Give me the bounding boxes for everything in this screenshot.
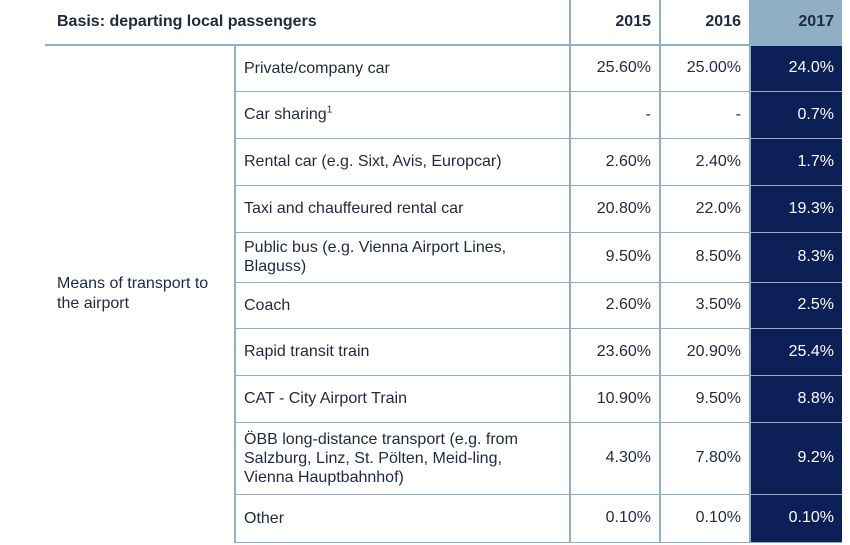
table-body: Means of transport to the airport Private…	[45, 45, 842, 543]
value-2016: -	[659, 91, 750, 139]
value-2017: 25.4%	[749, 328, 842, 376]
row-label: Private/company car	[234, 45, 570, 92]
value-2016: 20.90%	[659, 328, 750, 376]
row-label-text: Taxi and chauffeured rental car	[244, 200, 464, 217]
year-header-2015: 2015	[569, 0, 660, 46]
row-label: Coach	[234, 282, 570, 329]
value-2015: 23.60%	[569, 328, 660, 376]
row-label-text: Private/company car	[244, 59, 390, 77]
table-row: Means of transport to the airport Private…	[45, 45, 842, 312]
value-2017: 0.7%	[749, 91, 842, 139]
table-row: CAT - City Airport Train 10.90% 9.50% 8.8%	[45, 375, 842, 423]
row-label: CAT - City Airport Train	[234, 375, 570, 423]
group-label: Means of transport to the airport	[57, 275, 209, 312]
value-2017: 0.10%	[749, 494, 842, 543]
table-row: Rapid transit train 23.60% 20.90% 25.4%	[45, 328, 842, 376]
row-label: Rapid transit train	[234, 328, 570, 376]
row-label-text: Rental car (e.g. Sixt, Avis, Europcar)	[244, 153, 502, 170]
value-2015: 2.60%	[569, 282, 660, 329]
value-2016: 22.0%	[659, 185, 750, 233]
row-label-text: Rapid transit train	[244, 343, 370, 360]
row-label: Taxi and chauffeured rental car	[234, 185, 570, 233]
value-2016: 3.50%	[659, 282, 750, 329]
value-2015: 0.10%	[569, 494, 660, 543]
value-2016: 9.50%	[659, 375, 750, 423]
value-2017: 1.7%	[749, 138, 842, 186]
row-label-text: Public bus (e.g. Vienna Airport Lines, B…	[244, 239, 507, 275]
value-2015: -	[569, 91, 660, 139]
value-2015: 10.90%	[569, 375, 660, 423]
row-label-text: Car sharing	[244, 106, 327, 123]
value-2015: 20.80%	[569, 185, 660, 233]
value-2017: 19.3%	[749, 185, 842, 233]
basis-header: Basis: departing local passengers	[45, 0, 570, 46]
value-2015: 9.50%	[569, 232, 660, 283]
value-2017: 24.0%	[749, 45, 842, 92]
value-2015: 4.30%	[569, 422, 660, 495]
table-row: Other 0.10% 0.10% 0.10%	[45, 494, 842, 543]
table-row: Public bus (e.g. Vienna Airport Lines, B…	[45, 232, 842, 283]
row-label: ÖBB long-distance transport (e.g. from S…	[234, 422, 570, 495]
table-row: Coach 2.60% 3.50% 2.5%	[45, 282, 842, 329]
table-row: Car sharing1- -0.7%	[45, 91, 842, 139]
row-label: Car sharing1	[234, 91, 570, 139]
row-label: Rental car (e.g. Sixt, Avis, Europcar)	[234, 138, 570, 186]
value-2016: 0.10%	[659, 494, 750, 543]
year-header-2016: 2016	[659, 0, 750, 46]
value-2016: 25.00%	[659, 45, 750, 92]
value-2016: 8.50%	[659, 232, 750, 283]
value-2016: 2.40%	[659, 138, 750, 186]
value-2017: 9.2%	[749, 422, 842, 495]
value-2015: 25.60%	[569, 45, 660, 92]
row-label-text: Coach	[244, 296, 291, 314]
row-label: Other	[234, 494, 570, 543]
value-2017: 8.8%	[749, 375, 842, 423]
table-row: Taxi and chauffeured rental car 20.80% 22.…	[45, 185, 842, 233]
row-label-text: Other	[244, 509, 285, 527]
row-label: Public bus (e.g. Vienna Airport Lines, B…	[234, 232, 570, 283]
table-row: Rental car (e.g. Sixt, Avis, Europcar) 2.…	[45, 138, 842, 186]
year-header-2017: 2017	[749, 0, 842, 46]
value-2017: 8.3%	[749, 232, 842, 283]
footnote-marker: 1	[326, 104, 333, 116]
transport-table: Basis: departing local passengers 2015 2…	[45, 0, 842, 543]
table-row: ÖBB long-distance transport (e.g. from S…	[45, 422, 842, 495]
header-row: Basis: departing local passengers 2015 2…	[45, 0, 842, 46]
row-label-text: CAT - City Airport Train	[244, 390, 407, 407]
value-2015: 2.60%	[569, 138, 660, 186]
row-label-text: ÖBB long-distance transport (e.g. from S…	[244, 430, 518, 486]
value-2016: 7.80%	[659, 422, 750, 495]
value-2017: 2.5%	[749, 282, 842, 329]
